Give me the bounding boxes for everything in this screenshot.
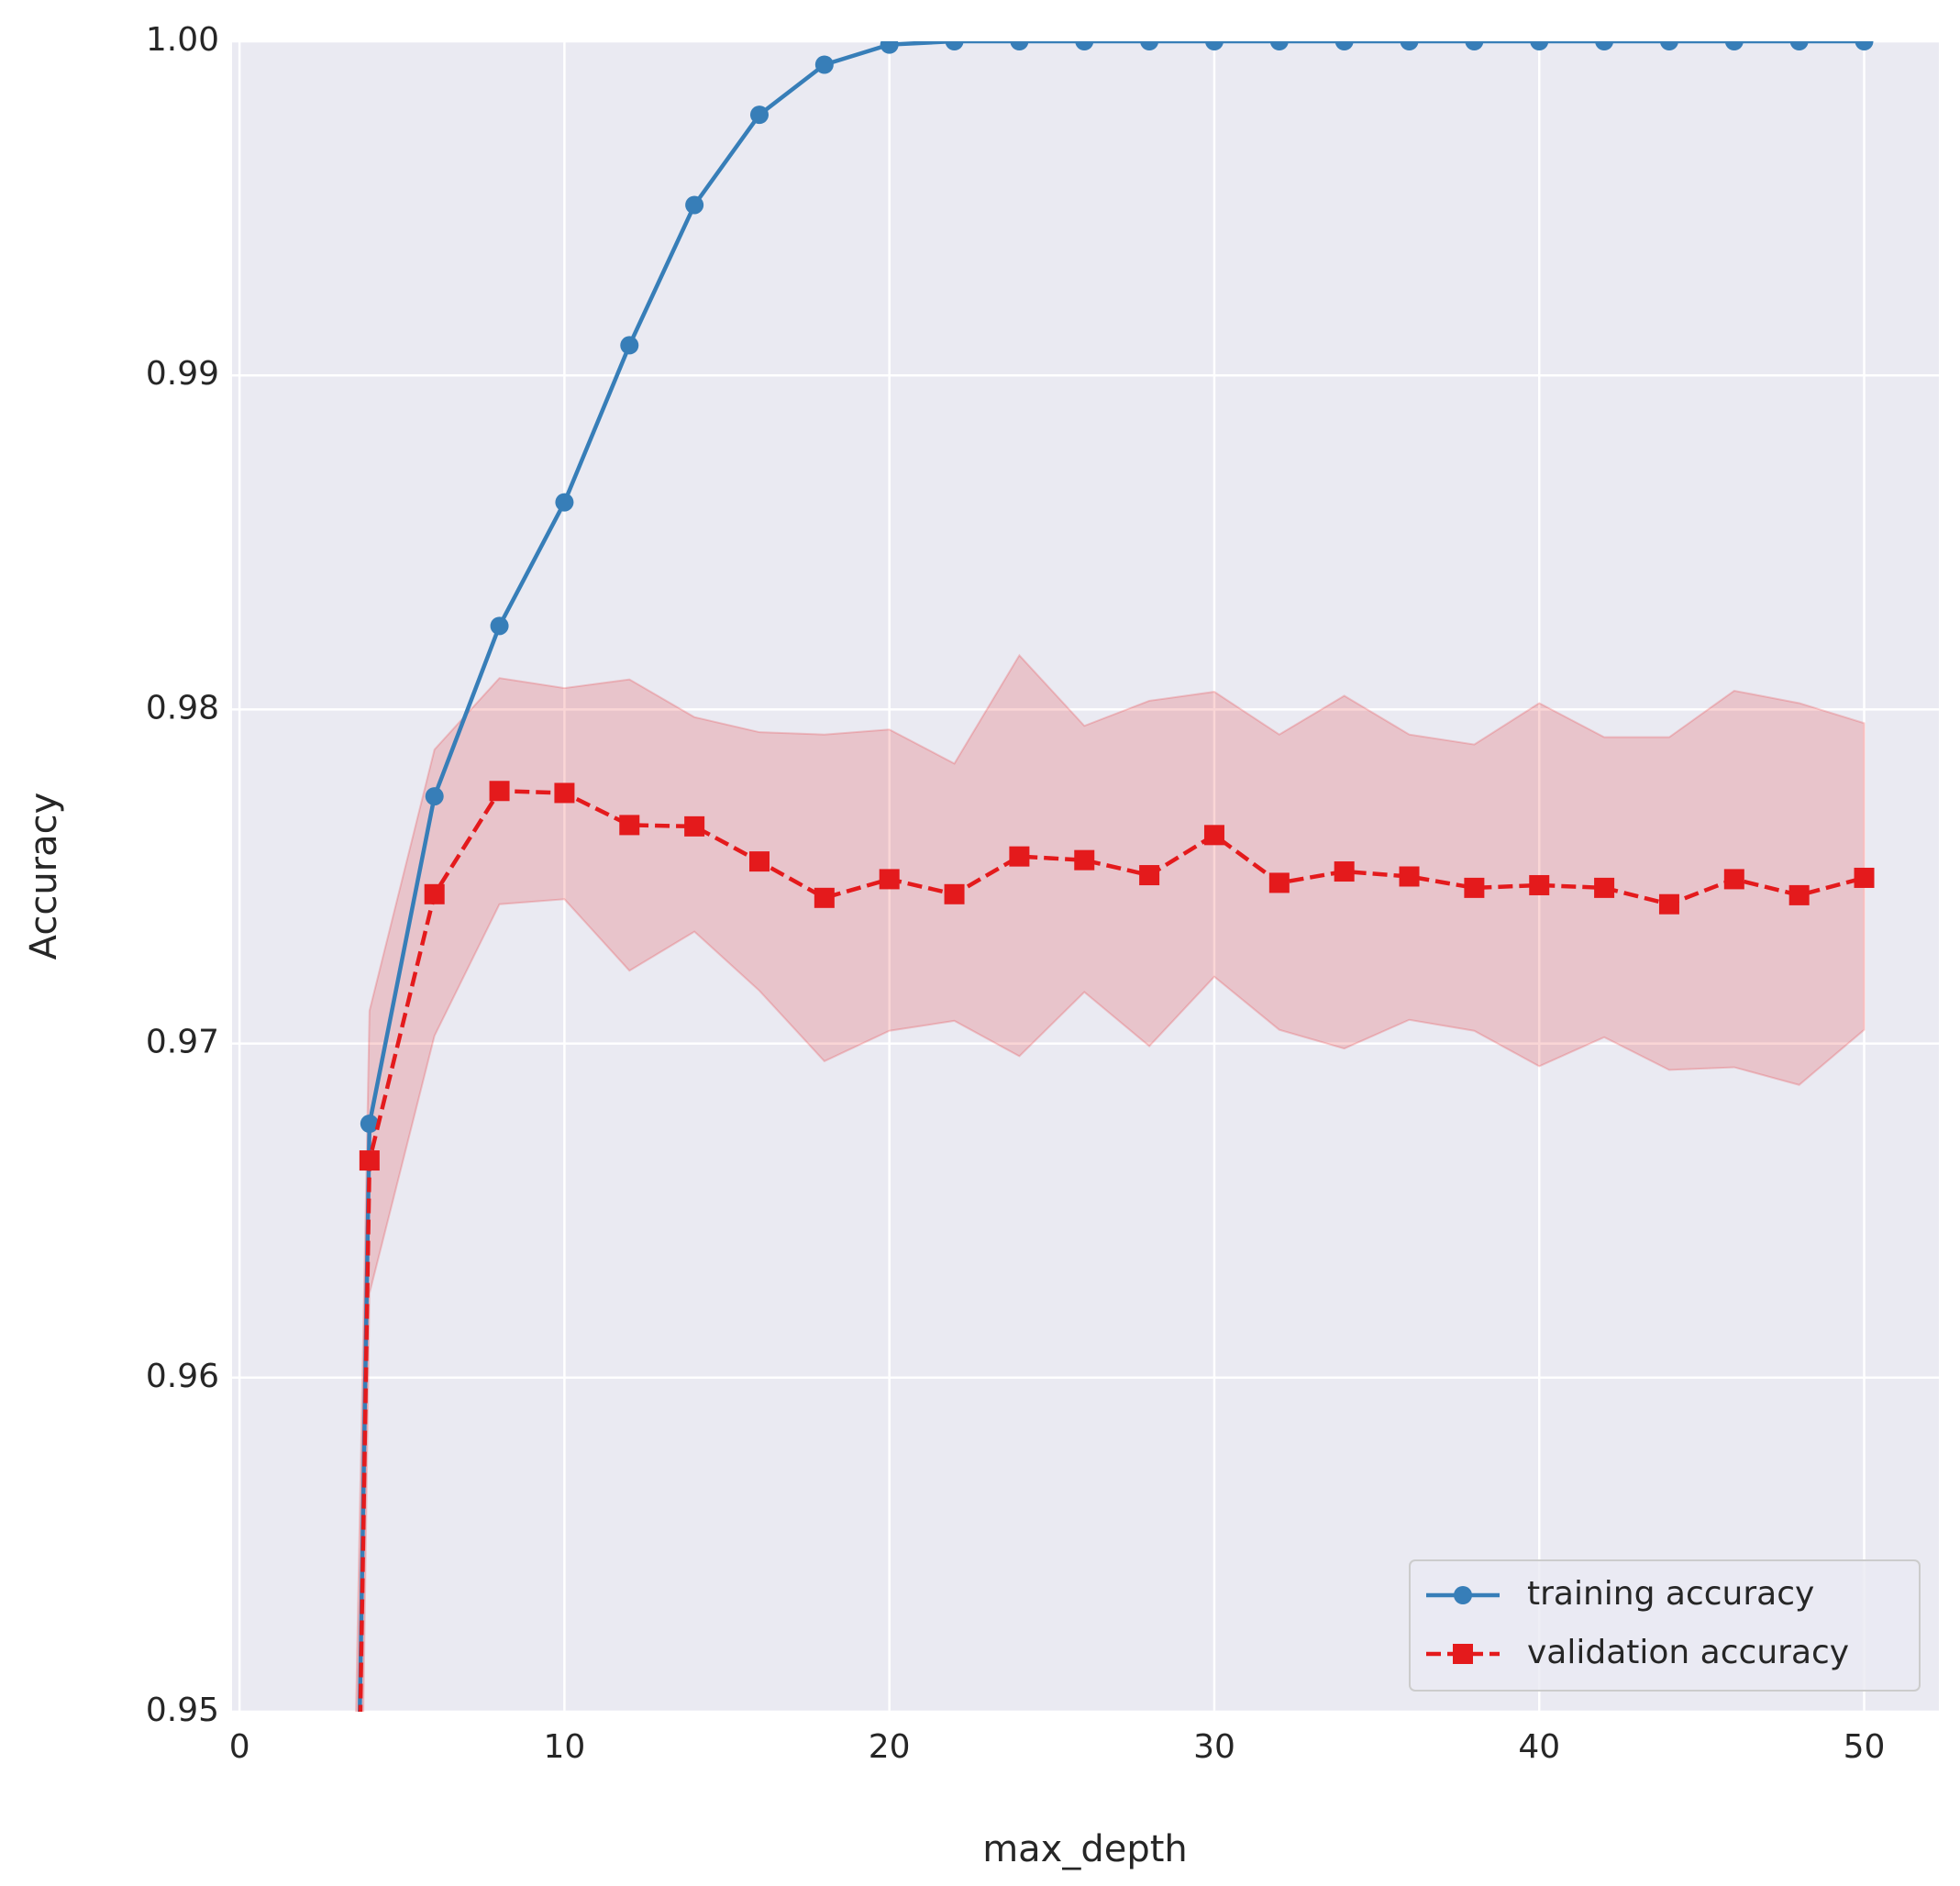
- marker: [684, 815, 705, 837]
- marker: [685, 195, 704, 215]
- marker: [814, 55, 834, 74]
- marker: [1334, 41, 1354, 50]
- marker: [1203, 825, 1224, 846]
- x-tick-label: 0: [229, 1728, 250, 1766]
- marker: [945, 41, 964, 50]
- marker: [880, 41, 899, 54]
- marker: [1010, 41, 1029, 50]
- legend: training accuracy validation accuracy: [1409, 1559, 1921, 1692]
- marker: [944, 883, 965, 904]
- x-tick-label: 30: [1193, 1728, 1235, 1766]
- marker: [1075, 41, 1094, 50]
- y-tick-label: 0.95: [146, 1692, 219, 1729]
- x-tick-label: 40: [1518, 1728, 1560, 1766]
- marker: [554, 782, 575, 804]
- marker: [1400, 41, 1419, 50]
- marker: [620, 336, 639, 355]
- marker: [1529, 874, 1550, 895]
- marker: [425, 787, 444, 806]
- y-tick-label: 0.99: [146, 355, 219, 393]
- marker: [359, 1150, 380, 1171]
- y-tick-label: 1.00: [146, 21, 219, 59]
- y-tick-label: 0.96: [146, 1358, 219, 1395]
- marker: [748, 851, 770, 872]
- marker: [749, 105, 769, 125]
- marker: [1723, 869, 1744, 890]
- marker: [489, 781, 510, 802]
- marker: [1139, 865, 1160, 886]
- y-tick-label: 0.98: [146, 689, 219, 727]
- marker: [360, 1115, 379, 1134]
- marker: [1658, 893, 1679, 915]
- x-axis-label: max_depth: [982, 1828, 1188, 1870]
- marker: [1454, 1586, 1472, 1604]
- labels: 0 10 20 30 40 50 0.95 0.96 0.97 0.98 0.99 1.00: [146, 21, 1886, 1766]
- y-tick-label: 0.97: [146, 1024, 219, 1061]
- legend-label: training accuracy: [1527, 1575, 1814, 1613]
- marker: [1530, 41, 1549, 50]
- marker: [1789, 41, 1809, 50]
- marker: [1204, 41, 1224, 50]
- plot-marks: [355, 41, 1875, 1712]
- marker: [1855, 41, 1874, 50]
- legend-box: [1409, 1559, 1921, 1692]
- y-axis-label: Accuracy: [23, 793, 65, 960]
- marker: [814, 887, 835, 908]
- legend-label: validation accuracy: [1527, 1634, 1849, 1671]
- x-tick-label: 50: [1844, 1728, 1886, 1766]
- marker: [424, 883, 445, 904]
- marker: [1854, 867, 1875, 888]
- marker: [1594, 877, 1615, 898]
- marker: [555, 493, 574, 512]
- marker: [1334, 861, 1355, 882]
- marker: [1464, 877, 1485, 898]
- x-tick-label: 20: [869, 1728, 911, 1766]
- marker: [1269, 41, 1289, 50]
- confidence-band: [355, 653, 1866, 1712]
- marker: [1140, 41, 1159, 50]
- marker: [1074, 849, 1095, 871]
- marker: [1399, 866, 1420, 887]
- marker: [1465, 41, 1484, 50]
- marker: [1453, 1644, 1473, 1664]
- marker: [879, 869, 900, 890]
- marker: [619, 815, 640, 836]
- marker: [1009, 846, 1030, 867]
- plot-background: [232, 41, 1939, 1712]
- marker: [1659, 41, 1678, 50]
- marker: [490, 616, 509, 636]
- marker: [1268, 872, 1290, 893]
- marker: [1788, 884, 1810, 905]
- marker: [1595, 41, 1614, 50]
- x-tick-label: 10: [544, 1728, 586, 1766]
- marker: [1724, 41, 1744, 50]
